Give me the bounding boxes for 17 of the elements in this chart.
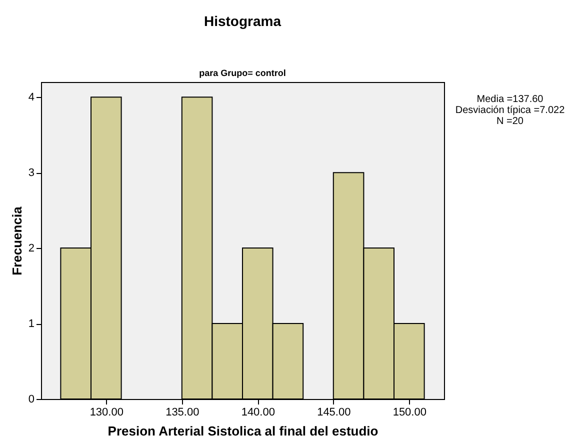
text: Media =137.60 — [476, 94, 544, 105]
x-axis-title: Presion Arterial Sistolica al final del estudio — [108, 424, 378, 438]
x-tick-label: 130.00 — [90, 406, 124, 418]
text: N =20 — [496, 116, 524, 127]
y-tick-label: 0 — [28, 394, 34, 406]
y-tick-label: 3 — [28, 167, 34, 180]
x-tick-label: 140.00 — [241, 406, 275, 418]
x-tick-label: 145.00 — [317, 406, 351, 418]
y-tick-label: 1 — [28, 318, 34, 330]
chart-subtitle: para Grupo= control — [199, 68, 286, 78]
text: Desviación típica =7.022 — [455, 105, 566, 116]
y-tick-label: 2 — [28, 242, 34, 255]
chart-title: Histograma — [204, 13, 282, 29]
x-tick-label: 135.00 — [166, 406, 200, 418]
y-tick-label: 4 — [28, 92, 34, 104]
x-tick-label: 150.00 — [392, 406, 426, 418]
y-axis-title: Frecuencia — [9, 206, 24, 276]
